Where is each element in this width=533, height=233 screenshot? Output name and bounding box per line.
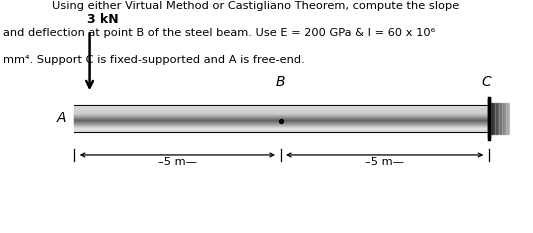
- Bar: [74, 112, 489, 113]
- Bar: [491, 103, 493, 134]
- Bar: [74, 127, 489, 128]
- Bar: [74, 130, 489, 131]
- Bar: [74, 120, 489, 121]
- Bar: [74, 130, 489, 131]
- Bar: [505, 103, 506, 134]
- Text: Using either Virtual Method or Castigliano Theorem, compute the slope: Using either Virtual Method or Castiglia…: [52, 1, 459, 11]
- Bar: [74, 113, 489, 114]
- Bar: [501, 103, 503, 134]
- Bar: [508, 103, 510, 134]
- Text: and deflection at point B of the steel beam. Use E = 200 GPa & I = 60 x 10⁶: and deflection at point B of the steel b…: [3, 28, 435, 38]
- Text: –5 m—: –5 m—: [365, 157, 404, 167]
- Bar: [74, 115, 489, 116]
- Bar: [74, 114, 489, 115]
- Bar: [74, 118, 489, 119]
- Bar: [74, 121, 489, 122]
- Bar: [498, 103, 500, 134]
- Text: B: B: [276, 75, 285, 89]
- Bar: [74, 127, 489, 128]
- Bar: [74, 128, 489, 129]
- Bar: [74, 109, 489, 110]
- Text: 3 kN: 3 kN: [87, 13, 119, 26]
- Bar: [506, 103, 508, 134]
- Text: mm⁴. Support C is fixed-supported and A is free-end.: mm⁴. Support C is fixed-supported and A …: [3, 55, 304, 65]
- Bar: [74, 126, 489, 127]
- Bar: [500, 103, 501, 134]
- Bar: [74, 123, 489, 124]
- Bar: [74, 113, 489, 114]
- Bar: [74, 110, 489, 111]
- Bar: [74, 110, 489, 111]
- Bar: [74, 129, 489, 130]
- Bar: [489, 103, 490, 134]
- Bar: [497, 103, 498, 134]
- Bar: [503, 103, 504, 134]
- Bar: [74, 115, 489, 116]
- Bar: [504, 103, 505, 134]
- Bar: [496, 103, 497, 134]
- Bar: [74, 128, 489, 129]
- Bar: [74, 105, 489, 106]
- Text: –5 m—: –5 m—: [158, 157, 197, 167]
- Bar: [74, 124, 489, 125]
- Bar: [74, 106, 489, 107]
- Bar: [74, 119, 489, 120]
- Bar: [74, 108, 489, 109]
- Bar: [493, 103, 494, 134]
- Bar: [490, 103, 491, 134]
- Bar: [74, 107, 489, 108]
- Bar: [74, 119, 489, 120]
- Bar: [74, 122, 489, 123]
- Bar: [74, 111, 489, 112]
- Bar: [74, 117, 489, 118]
- Bar: [74, 118, 489, 119]
- Bar: [494, 103, 496, 134]
- Bar: [74, 111, 489, 112]
- Text: C: C: [481, 75, 491, 89]
- Bar: [74, 125, 489, 126]
- Text: A: A: [57, 111, 67, 125]
- Bar: [74, 107, 489, 108]
- Bar: [489, 93, 514, 143]
- Bar: [74, 112, 489, 113]
- Bar: [74, 106, 489, 107]
- Bar: [74, 131, 489, 132]
- Bar: [74, 114, 489, 115]
- Bar: [74, 116, 489, 117]
